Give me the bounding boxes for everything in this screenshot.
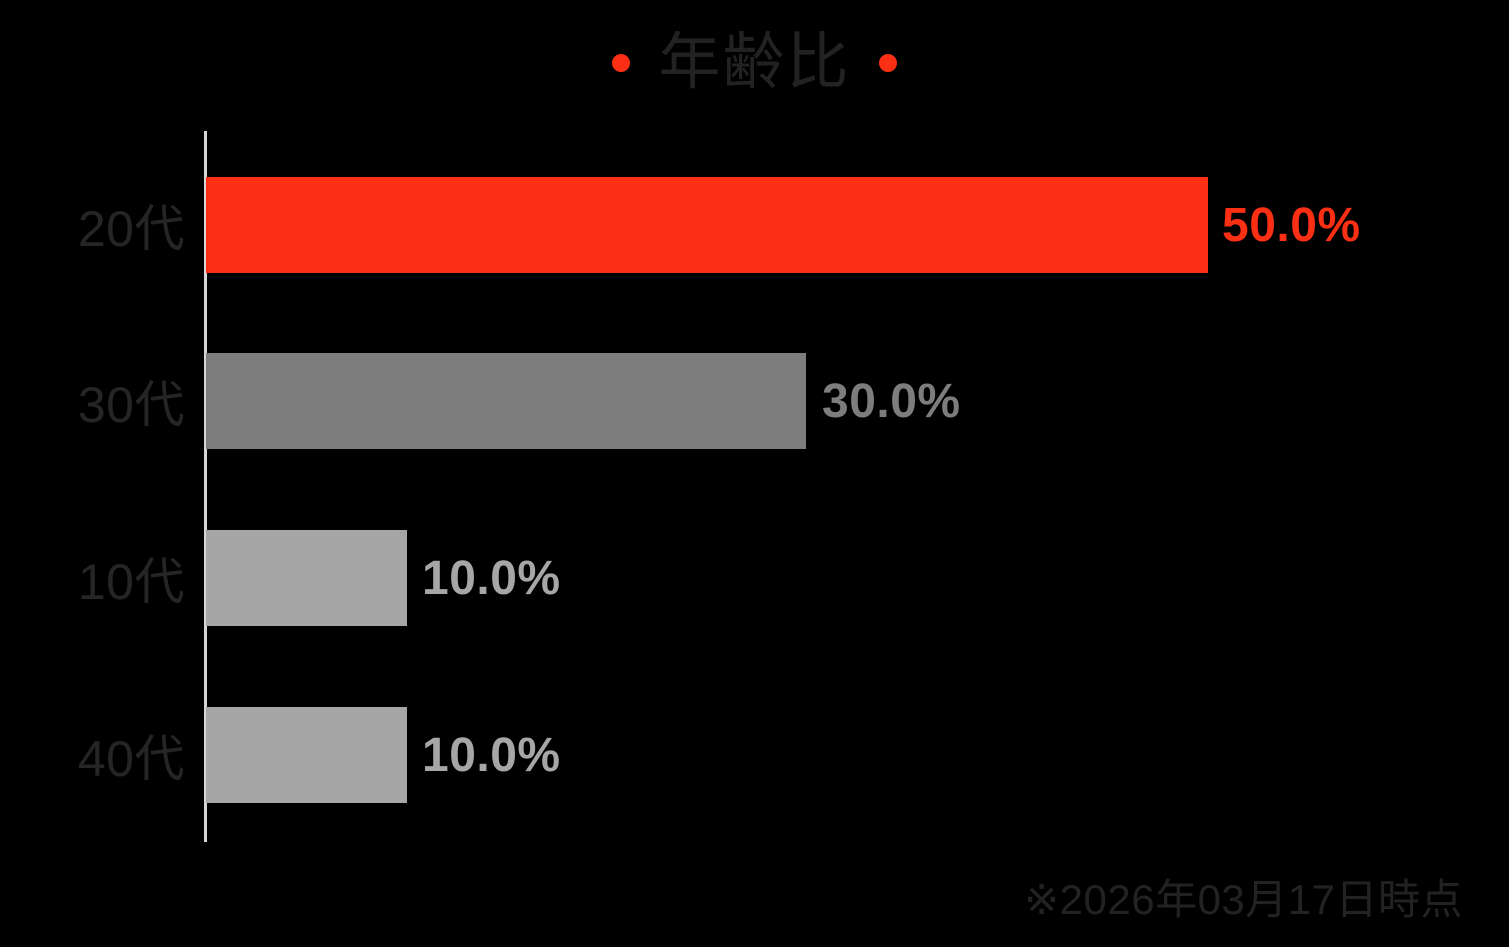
bar-40dai <box>206 707 407 803</box>
category-label: 40代 <box>77 731 185 787</box>
category-label: 30代 <box>77 377 185 433</box>
bar-20dai <box>206 177 1208 273</box>
bar-value-label: 10.0% <box>422 728 561 782</box>
bar-value-label: 10.0% <box>422 551 561 605</box>
page-title: 年齢比 <box>658 28 851 97</box>
chart-bar-row: 30代 30.0% <box>0 353 1509 449</box>
bar-value-label: 50.0% <box>1222 198 1361 252</box>
category-label: 20代 <box>77 201 185 257</box>
bar-10dai <box>206 530 407 626</box>
bar-value-label: 30.0% <box>822 374 961 428</box>
bar-30dai <box>206 353 806 449</box>
category-label: 10代 <box>77 554 185 610</box>
chart-bar-row: 40代 10.0% <box>0 707 1509 803</box>
footnote-date: ※2026年03月17日時点 <box>1023 876 1463 923</box>
red-dot-icon-left <box>612 54 631 72</box>
chart-bar-row: 10代 10.0% <box>0 530 1509 626</box>
red-dot-icon-right <box>878 54 897 72</box>
chart-bar-row: 20代 50.0% <box>0 177 1509 273</box>
y-axis-line <box>204 131 207 842</box>
chart-title-row: 年齢比 <box>0 22 1509 104</box>
